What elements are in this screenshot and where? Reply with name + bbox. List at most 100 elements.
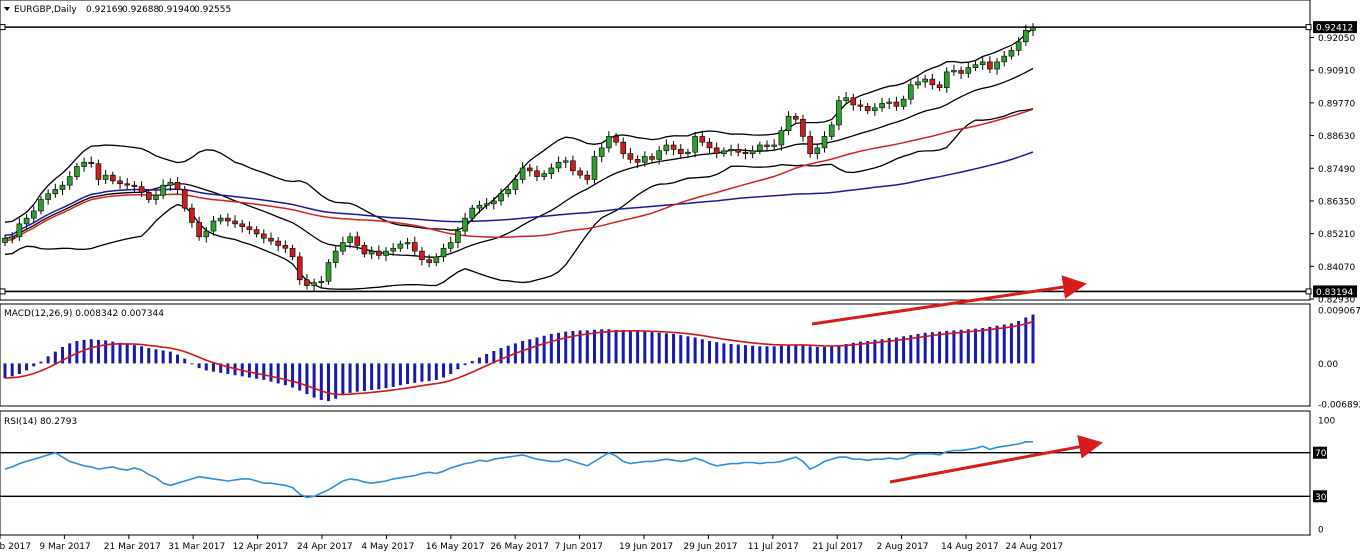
candle-body [742,151,749,154]
date-axis-label: 24 Apr 2017 [297,542,353,552]
level-handle-left [0,24,6,31]
ohlc-low: 0.91940 [158,5,195,15]
macd-histogram-bar [959,329,963,364]
symbol-dropdown-icon[interactable] [4,7,10,11]
candle-body [440,247,447,258]
candle-body [404,242,411,245]
candle-body [821,136,828,149]
macd-histogram-bar [758,346,762,364]
candle-body [411,242,418,252]
candle-body [210,220,217,232]
macd-histogram-bar [499,348,503,364]
ohlc-high: 0.92688 [122,5,159,15]
candle-body [541,173,547,177]
rsi-axis-label: 30 [1315,493,1327,503]
candle-body [289,247,296,258]
candle-body [663,144,670,152]
macd-histogram-bar [276,363,280,384]
macd-histogram-bar [291,363,295,388]
candle-body [304,279,310,286]
candle-body [749,150,756,154]
date-axis-label: 21 Jul 2017 [812,542,863,552]
candle-body [390,247,396,252]
macd-histogram-bar [1031,314,1035,364]
macd-histogram-bar [909,335,913,364]
macd-histogram-bar [542,335,546,364]
macd-histogram-bar [104,340,108,364]
date-axis-label: 11 Jul 2017 [748,542,799,552]
macd-histogram-bar [82,339,86,364]
macd-histogram-bar [988,326,992,364]
candle-body [268,237,274,242]
macd-histogram-bar [125,343,129,364]
macd-histogram-bar [39,361,43,364]
macd-axis-label: -0.006892 [1318,401,1360,411]
candle-body [483,203,490,206]
candle-body [613,136,619,143]
macd-histogram-bar [528,339,532,364]
candle-body [491,200,497,205]
candle-body [368,250,375,255]
candle-body [843,97,849,101]
macd-histogram-bar [384,363,388,389]
candle-body [138,186,145,193]
date-axis-label: 12 Apr 2017 [233,542,289,552]
date-axis-label: 2 Aug 2017 [877,542,929,552]
macd-histogram-bar [53,351,57,364]
date-axis-label: 29 Jun 2017 [683,542,737,552]
candle-body [907,84,914,100]
candle-body [627,153,634,160]
candle-body [376,250,382,256]
macd-histogram-bar [477,357,481,364]
macd-histogram-bar [708,341,712,364]
macd-histogram-bar [355,363,359,392]
macd-histogram-bar [700,339,704,364]
candle-body [972,64,979,68]
macd-histogram-bar [902,336,906,364]
candle-body [246,226,253,230]
macd-histogram-bar [571,331,575,364]
candle-body [958,70,964,74]
date-axis-label: 24 Aug 2017 [1005,542,1063,552]
candle-body [1008,50,1015,57]
candle-body [792,116,799,120]
macd-histogram-bar [334,363,338,399]
macd-histogram-bar [557,332,561,364]
macd-histogram-bar [319,363,323,400]
candle-body [1023,30,1029,43]
candle-body [526,167,533,172]
macd-histogram-bar [736,344,740,364]
candle-body [713,147,720,154]
macd-axis-label: 0.00 [1318,360,1338,370]
rsi-axis-label: 0 [1318,526,1324,536]
macd-histogram-bar [815,346,819,364]
candle-body [670,144,677,150]
macd-histogram-bar [1017,320,1021,364]
candle-body [771,144,778,147]
macd-histogram-bar [61,346,65,364]
macd-histogram-bar [995,325,999,364]
macd-histogram-bar [132,345,136,364]
candle-body [1015,41,1022,51]
candle-body [117,180,123,185]
candle-body [239,223,246,228]
macd-histogram-bar [751,345,755,364]
macd-histogram-bar [873,339,877,364]
candle-body [886,101,893,104]
candle-body [296,256,303,281]
candle-body [879,103,885,109]
candle-body [785,116,792,131]
macd-histogram-bar [621,329,625,364]
macd-histogram-bar [672,333,676,364]
candle-body [512,179,519,190]
candle-body [232,220,238,225]
date-axis-label: 9 Mar 2017 [39,542,90,552]
macd-histogram-bar [111,341,115,364]
candle-body [548,167,555,175]
macd-histogram-bar [743,345,747,364]
macd-histogram-bar [391,363,395,387]
level-handle-left [0,288,6,295]
candle-body [181,189,188,209]
candle-body [426,259,432,263]
candle-body [347,236,353,243]
